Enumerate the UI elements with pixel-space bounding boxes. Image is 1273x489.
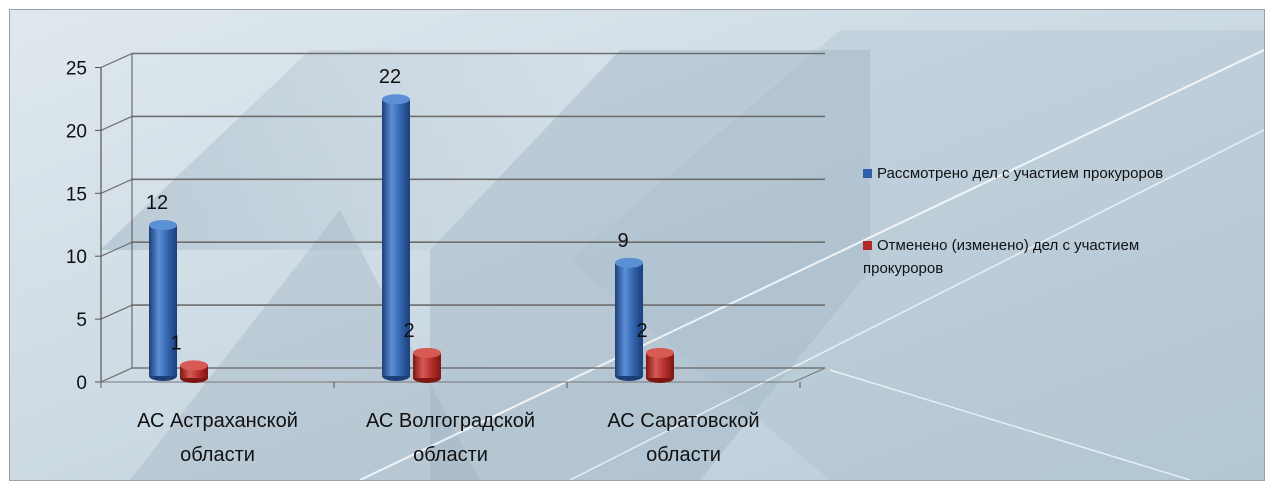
chart-plot: 0 5 10 15 20 25 АС Астраханской области АС Волго… [10, 10, 1264, 480]
bar-cancelled [413, 347, 441, 383]
y-tick-label: 5 [76, 310, 87, 331]
bar-reviewed [149, 220, 177, 381]
data-label: 2 [403, 320, 414, 342]
data-label: 22 [379, 66, 401, 88]
data-label: 9 [617, 230, 628, 252]
bar-reviewed [382, 94, 410, 381]
x-category-label: АС Волгоградской [366, 410, 535, 432]
background-photo-courthouse [430, 50, 870, 480]
x-category-label: АС Саратовской [607, 410, 759, 432]
x-category-label: области [413, 444, 488, 466]
y-tick-label: 0 [76, 373, 87, 394]
gridline-depth [100, 115, 133, 131]
bar-cancelled [180, 360, 208, 383]
legend-label-series-2: Отменено (изменено) дел с участием проку… [863, 237, 1140, 277]
gridline-depth [100, 178, 133, 194]
gridline-depth [100, 52, 133, 69]
legend-swatch-blue [863, 169, 872, 178]
bar-body [382, 99, 410, 377]
bar-top [382, 94, 410, 105]
background-photo-statue [130, 210, 480, 480]
bar-top [646, 347, 674, 358]
background-decoration [10, 10, 1264, 480]
background-photo-building [100, 50, 620, 250]
bar-cancelled [646, 347, 674, 383]
y-tick-label: 20 [66, 121, 87, 142]
axes: 0 5 10 15 20 25 АС Астраханской области АС Волго… [66, 53, 826, 466]
legend-swatch-red [863, 241, 872, 250]
bar-body [615, 262, 643, 376]
bar-top [615, 257, 643, 268]
background-diagonal-line [829, 369, 1191, 480]
y-tick-label: 25 [66, 59, 87, 80]
bars [149, 94, 674, 383]
chart-frame: 0 5 10 15 20 25 АС Астраханской области АС Волго… [9, 9, 1265, 481]
legend-item-series-1: Рассмотрено дел с участием прокуроров [863, 162, 1243, 185]
y-tick-label: 15 [66, 184, 87, 205]
x-category-label: области [180, 444, 255, 466]
x-category-label: области [646, 444, 721, 466]
data-label: 2 [636, 320, 647, 342]
x-category-label: АС Астраханской [137, 410, 298, 432]
bar-body [149, 225, 177, 376]
background-diagonal-line [569, 129, 1264, 480]
gridline-depth [100, 241, 133, 257]
background-diagonal-line [359, 49, 1264, 480]
legend-item-series-2: Отменено (изменено) дел с участием проку… [863, 234, 1223, 280]
floor-plane [100, 367, 826, 383]
data-label: 12 [146, 192, 168, 214]
gridline-depth [100, 304, 133, 320]
y-tick-label: 10 [66, 247, 87, 268]
bar-reviewed [615, 257, 643, 381]
bar-top [149, 220, 177, 231]
legend-label-series-1: Рассмотрено дел с участием прокуроров [877, 165, 1164, 182]
bar-top [180, 360, 208, 371]
data-label: 1 [170, 332, 181, 354]
bar-top [413, 347, 441, 358]
